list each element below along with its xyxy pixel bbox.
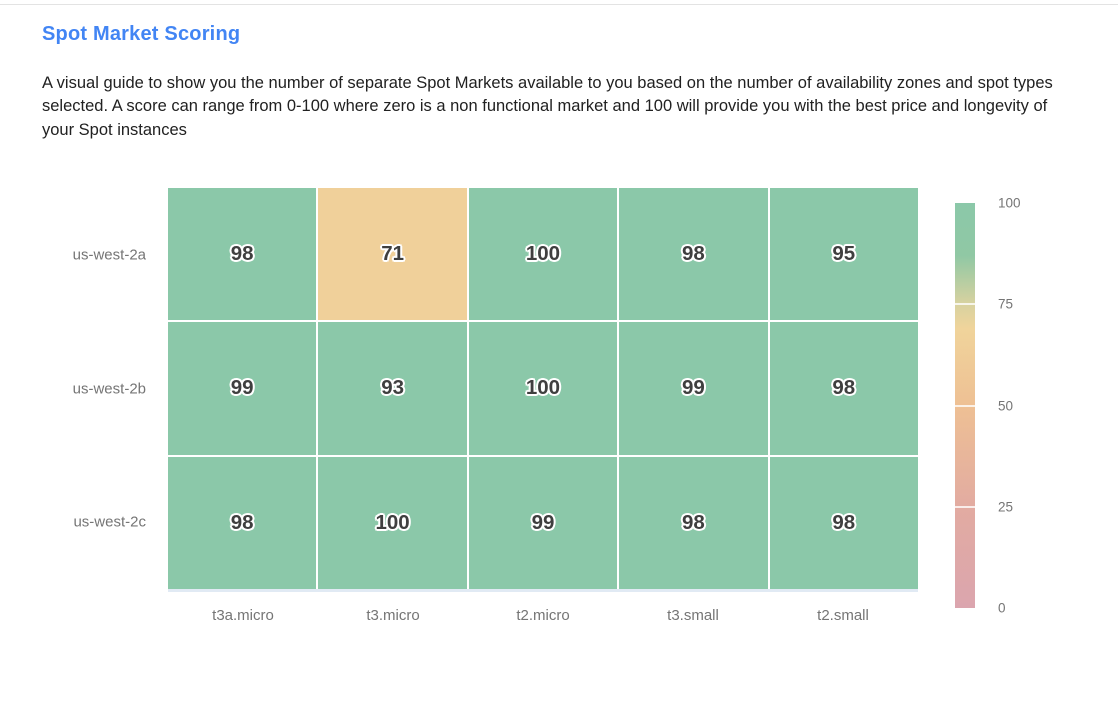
heatmap-cell[interactable]: 100 xyxy=(318,456,467,589)
section-title: Spot Market Scoring xyxy=(42,23,241,45)
heatmap-cell[interactable]: 100 xyxy=(468,188,618,321)
heatmap-cell-value: 99 xyxy=(230,376,254,400)
heatmap-baseline xyxy=(168,589,918,592)
heatmap-cell-value: 98 xyxy=(681,242,705,266)
heatmap-cell[interactable]: 98 xyxy=(769,456,918,589)
x-axis-label: t3a.micro xyxy=(212,607,274,624)
heatmap-cell-value: 95 xyxy=(832,242,856,266)
top-divider xyxy=(0,4,1118,5)
colorbar-tick-label: 25 xyxy=(998,499,1014,515)
heatmap-cell[interactable]: 99 xyxy=(468,456,618,589)
x-axis-label: t3.micro xyxy=(366,607,420,624)
heatmap-cell[interactable]: 100 xyxy=(468,322,618,455)
heatmap-cell-value: 99 xyxy=(531,510,555,534)
heatmap-cell-value: 98 xyxy=(832,376,856,400)
heatmap-cell-value: 93 xyxy=(381,376,404,400)
heatmap-cell[interactable]: 99 xyxy=(619,322,768,455)
heatmap-cell[interactable]: 93 xyxy=(318,322,467,455)
colorbar xyxy=(955,203,975,608)
heatmap-cell-value: 71 xyxy=(381,242,404,266)
heatmap-cell[interactable]: 95 xyxy=(769,188,918,321)
heatmap-cell-value: 100 xyxy=(525,376,561,400)
x-axis-label: t3.small xyxy=(667,607,719,624)
colorbar-separator xyxy=(955,404,975,407)
colorbar-tick-label: 0 xyxy=(998,600,1006,616)
heatmap-cell[interactable]: 98 xyxy=(619,456,768,589)
heatmap-cell-value: 98 xyxy=(681,510,705,534)
colorbar-tick-label: 100 xyxy=(998,195,1021,211)
heatmap-cell[interactable]: 99 xyxy=(168,322,317,455)
heatmap-cell-value: 100 xyxy=(525,242,561,266)
heatmap-cell[interactable]: 98 xyxy=(619,188,768,321)
colorbar-tick-label: 75 xyxy=(998,296,1014,312)
colorbar-separator xyxy=(955,505,975,508)
colorbar-tick-label: 50 xyxy=(998,398,1014,413)
heatmap-grid: 98 71 100 98 95 99 93 100 99 98 98 100 99 98 98 xyxy=(168,188,918,589)
heatmap-cell[interactable]: 98 xyxy=(168,456,317,589)
x-axis-label: t2.small xyxy=(817,607,869,624)
x-axis-label: t2.micro xyxy=(516,607,570,624)
y-axis-label: us-west-2c xyxy=(73,513,146,531)
colorbar-separator xyxy=(955,303,975,306)
heatmap-cell-value: 100 xyxy=(375,510,410,534)
heatmap-cell-value: 98 xyxy=(832,510,856,534)
heatmap-cell-value: 98 xyxy=(230,510,254,534)
y-axis-label: us-west-2a xyxy=(72,246,146,264)
heatmap-cell[interactable]: 71 xyxy=(318,188,467,321)
heatmap-cell-value: 98 xyxy=(230,242,254,266)
heatmap-cell[interactable]: 98 xyxy=(168,188,317,321)
y-axis-label: us-west-2b xyxy=(72,380,146,397)
heatmap-cell[interactable]: 98 xyxy=(769,322,918,455)
section-description: A visual guide to show you the number of… xyxy=(42,74,1053,139)
heatmap-cell-value: 99 xyxy=(681,376,705,400)
